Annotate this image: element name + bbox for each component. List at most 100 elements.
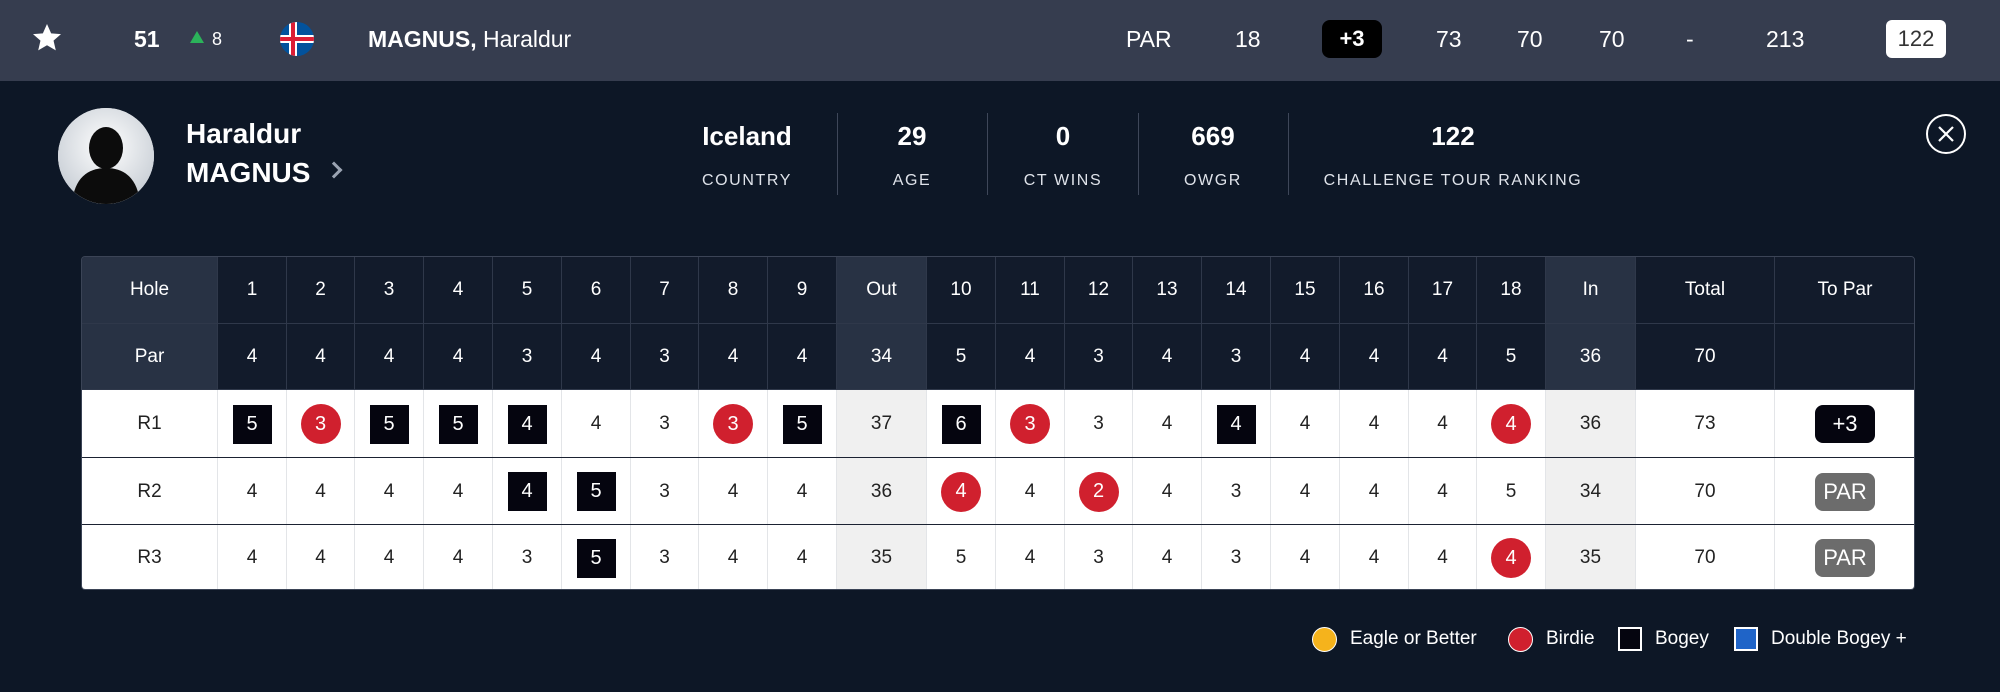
score-cell: 3	[699, 390, 768, 458]
score-cell: 70	[1636, 525, 1775, 589]
score-value: 5	[246, 412, 258, 435]
to-par-value: PAR	[1823, 545, 1867, 570]
chevron-right-icon[interactable]	[325, 161, 343, 179]
score-value: 4	[1505, 412, 1517, 435]
score-cell: 3	[631, 390, 699, 458]
hole-header-cell-text: Out	[866, 279, 897, 300]
score-value: 4	[1368, 413, 1380, 434]
leaderboard-row[interactable]: 51 8 MAGNUS, Haraldur PAR 18 +3 73 70 70…	[0, 0, 2000, 81]
favorite-star-icon[interactable]	[31, 22, 63, 54]
par-cell-text: 5	[1505, 345, 1517, 367]
score-value: 4	[1437, 413, 1448, 434]
divider	[837, 113, 838, 195]
hole-header-cell-text: 18	[1500, 279, 1522, 300]
par-cell-text: 3	[1093, 345, 1104, 367]
score-value: 3	[1230, 547, 1242, 568]
par-cell-text: 3	[521, 345, 533, 367]
score-cell: 4	[1477, 525, 1546, 589]
score-value: 5	[590, 480, 602, 502]
score-cell: 34	[1546, 458, 1636, 525]
stat-value: 29	[897, 121, 927, 151]
score-value: 36	[1579, 413, 1602, 434]
score-value: 4	[1437, 547, 1448, 568]
score-cell: 4	[768, 525, 837, 589]
hole-header-cell-text: 9	[796, 279, 808, 300]
stat-age: 29 AGE	[852, 118, 972, 190]
player-name-link[interactable]: MAGNUS, Haraldur	[368, 0, 571, 78]
score-value: 4	[1161, 547, 1173, 568]
score-cell: 35	[1546, 525, 1636, 589]
score-cell: 4	[1477, 390, 1546, 458]
score-value: 3	[1024, 412, 1036, 435]
close-button[interactable]	[1926, 114, 1966, 154]
hole-header-cell: 16	[1340, 257, 1409, 324]
score-value: 4	[1024, 547, 1036, 568]
stat-label: COUNTRY	[701, 172, 793, 189]
stat-challenge-tour-ranking: 122 CHALLENGE TOUR RANKING	[1300, 118, 1606, 190]
to-par-cell: +3	[1775, 390, 1914, 458]
score-cell: 4	[218, 525, 287, 589]
hole-header-cell-text: 3	[383, 279, 395, 300]
total-score: 213	[1766, 26, 1805, 52]
ranking-badge: 122	[1886, 20, 1946, 58]
birdie-swatch-icon	[1508, 626, 1533, 652]
score-cell: 4	[1340, 390, 1409, 458]
score-cell: 5	[927, 525, 996, 589]
score-cell: 4	[355, 458, 424, 525]
score-value: 4	[1437, 480, 1448, 502]
to-par-value: PAR	[1823, 478, 1867, 504]
score-cell: 4	[424, 458, 493, 525]
par-cell: 4	[287, 324, 355, 390]
hole-header-cell: 9	[768, 257, 837, 324]
to-par-value: +3	[1832, 411, 1858, 436]
score-value: 4	[1299, 480, 1311, 502]
stat-ct-wins: 0 CT WINS	[1002, 118, 1124, 190]
bogey-marker: 5	[576, 472, 616, 511]
par-cell: Par	[82, 324, 218, 390]
hole-header-cell: 8	[699, 257, 768, 324]
score-value: 5	[452, 412, 464, 435]
legend-label: Eagle or Better	[1350, 628, 1477, 649]
round-3-score: 70	[1599, 26, 1625, 52]
birdie-marker: 4	[1491, 538, 1531, 578]
hole-header-cell: 15	[1271, 257, 1340, 324]
round-2-score: 70	[1517, 26, 1543, 52]
par-cell-text: 34	[870, 345, 893, 367]
player-avatar	[58, 108, 154, 204]
par-cell-text: 4	[727, 345, 739, 367]
legend-bogey: Bogey	[1618, 624, 1709, 654]
score-cell: 4	[1340, 458, 1409, 525]
score-value: 35	[1579, 547, 1602, 568]
hole-header-cell-text: 15	[1294, 279, 1316, 300]
stat-value: 669	[1191, 121, 1235, 151]
divider	[1288, 113, 1289, 195]
player-last-name-link[interactable]: MAGNUS	[186, 157, 311, 188]
bogey-marker: 5	[782, 404, 822, 444]
score-value: 73	[1694, 413, 1716, 434]
score-cell: 3	[1202, 525, 1271, 589]
score-value: 4	[1024, 480, 1036, 502]
hole-header-cell-text: 6	[590, 279, 602, 300]
stat-owgr: 669 OWGR	[1152, 118, 1274, 190]
score-cell: 4	[218, 458, 287, 525]
score-value: 4	[383, 480, 395, 502]
hole-header-cell: 13	[1133, 257, 1202, 324]
hole-header-cell: 4	[424, 257, 493, 324]
par-label: PAR	[1126, 26, 1172, 52]
score-value: 4	[383, 547, 395, 568]
score-cell: 5	[1477, 458, 1546, 525]
par-cell-text: 4	[452, 345, 464, 367]
score-cell: 4	[1271, 390, 1340, 458]
legend-eagle: Eagle or Better	[1312, 624, 1477, 654]
par-cell: 3	[493, 324, 562, 390]
player-first-name-header: Haraldur	[186, 118, 302, 149]
par-cell: 4	[996, 324, 1065, 390]
hole-header-cell-text: 17	[1431, 279, 1454, 300]
score-cell: 4	[996, 458, 1065, 525]
score-value: 4	[1161, 480, 1173, 502]
hole-header-cell: To Par	[1775, 257, 1914, 324]
par-cell-text: 4	[1368, 345, 1380, 367]
score-value: 3	[1230, 480, 1242, 502]
legend-birdie: Birdie	[1508, 624, 1595, 654]
legend-label: Birdie	[1546, 628, 1595, 649]
